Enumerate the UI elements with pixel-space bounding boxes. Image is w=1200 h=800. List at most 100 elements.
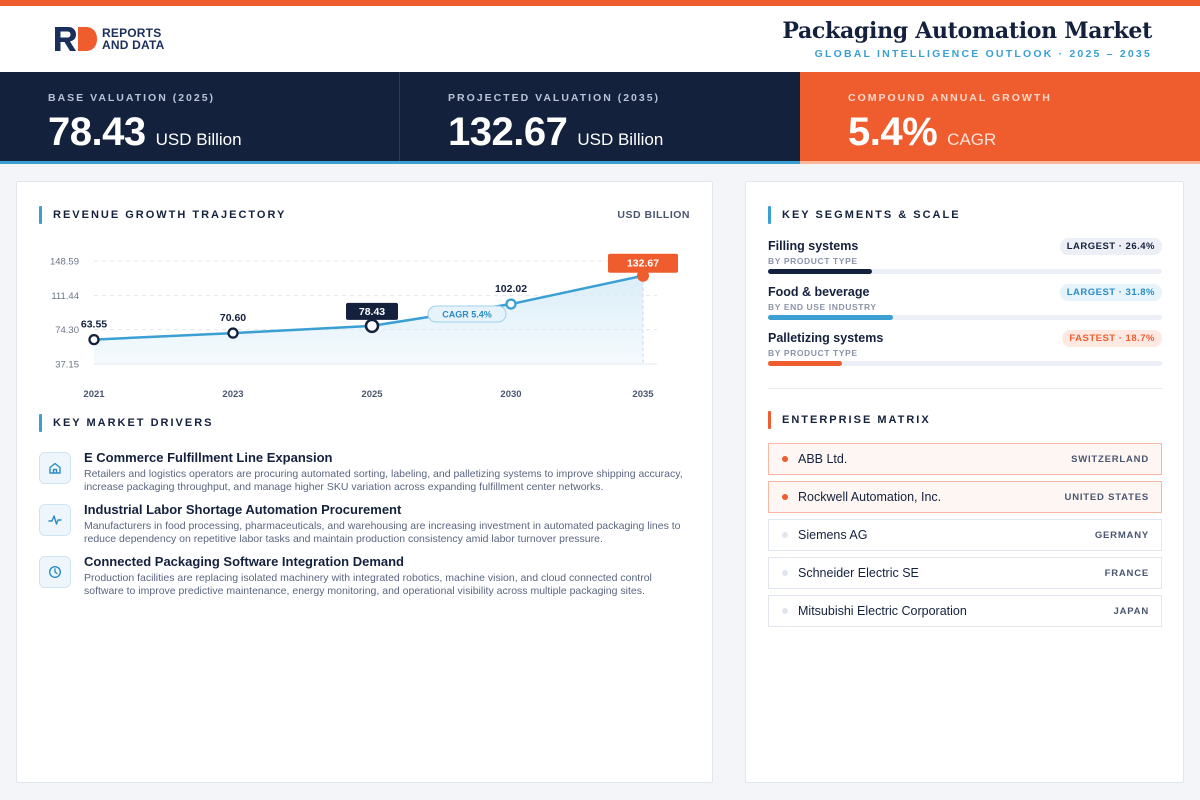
- segment-share-fill: [768, 361, 842, 366]
- segment-share-track: [768, 315, 1162, 320]
- segment-badge: LARGEST · 26.4%: [1059, 238, 1162, 255]
- segment-name: Filling systems: [768, 239, 859, 253]
- drivers-heading: KEY MARKET DRIVERS: [39, 414, 213, 432]
- company-name: ABB Ltd.: [798, 452, 848, 466]
- kpi-value: 5.4%: [848, 110, 938, 154]
- kpi-value: 78.43: [48, 110, 146, 154]
- kpi-base-valuation: BASE VALUATION (2025) 78.43 USD Billion: [0, 72, 400, 164]
- y-tick-label: 111.44: [51, 291, 79, 302]
- company-row: Mitsubishi Electric Corporation JAPAN: [768, 595, 1162, 627]
- driver-item: E Commerce Fulfillment Line Expansion Re…: [39, 450, 689, 502]
- company-name: Mitsubishi Electric Corporation: [798, 604, 967, 618]
- company-name: Schneider Electric SE: [798, 566, 919, 580]
- data-label-box: [608, 253, 678, 273]
- data-label: 132.67: [627, 258, 659, 270]
- x-tick-label: 2030: [500, 389, 521, 400]
- y-tick-label: 148.59: [50, 257, 79, 268]
- kpi-cagr: COMPOUND ANNUAL GROWTH 5.4% CAGR: [800, 72, 1200, 164]
- header: REPORTS AND DATA Packaging Automation Ma…: [0, 6, 1200, 72]
- data-point: [637, 269, 649, 282]
- kpi-value: 132.67: [448, 110, 568, 154]
- company-country: FRANCE: [1104, 568, 1149, 579]
- segment-name: Palletizing systems: [768, 331, 884, 345]
- cagr-pill: [427, 305, 507, 323]
- logo-mark-icon: [55, 27, 97, 51]
- company-row: Schneider Electric SE FRANCE: [768, 557, 1162, 589]
- section-divider: [768, 388, 1162, 389]
- area-fill: [94, 275, 643, 364]
- page-subtitle: GLOBAL INTELLIGENCE OUTLOOK · 2025 – 203…: [814, 48, 1152, 60]
- segment-category: BY PRODUCT TYPE: [768, 348, 858, 358]
- segment-name: Food & beverage: [768, 285, 870, 299]
- x-tick-label: 2021: [83, 389, 105, 400]
- company-row: Siemens AG GERMANY: [768, 519, 1162, 551]
- clock-icon: [39, 556, 71, 588]
- cagr-pill-label: CAGR 5.4%: [442, 310, 492, 320]
- segment-category: BY PRODUCT TYPE: [768, 256, 858, 266]
- y-tick-label: 74.30: [55, 325, 79, 336]
- page-title: Packaging Automation Market: [782, 18, 1152, 44]
- data-point: [364, 318, 380, 334]
- segment-category: BY END USE INDUSTRY: [768, 302, 877, 312]
- brand-logo: REPORTS AND DATA: [54, 26, 164, 52]
- segment-item: Food & beverage BY END USE INDUSTRY LARG…: [768, 284, 1162, 331]
- data-label: 102.02: [495, 283, 527, 295]
- segments-list: Filling systems BY PRODUCT TYPE LARGEST …: [768, 238, 1162, 377]
- segment-share-track: [768, 269, 1162, 274]
- logo-wordmark: REPORTS AND DATA: [102, 27, 164, 51]
- kpi-projected-valuation: PROJECTED VALUATION (2035) 132.67 USD Bi…: [400, 72, 800, 164]
- trajectory-title: REVENUE GROWTH TRAJECTORY: [53, 209, 287, 221]
- trajectory-card: REVENUE GROWTH TRAJECTORY USD BILLION 14…: [16, 181, 713, 783]
- drivers-title: KEY MARKET DRIVERS: [53, 417, 214, 429]
- data-point: [505, 298, 517, 310]
- company-row: ABB Ltd. SWITZERLAND: [768, 443, 1162, 475]
- company-name: Rockwell Automation, Inc.: [798, 490, 942, 504]
- matrix-title: ENTERPRISE MATRIX: [782, 414, 931, 426]
- status-dot-icon: [782, 608, 788, 614]
- data-label: 63.55: [81, 319, 107, 331]
- segment-badge: LARGEST · 31.8%: [1059, 284, 1162, 301]
- kpi-label: PROJECTED VALUATION (2035): [448, 92, 661, 104]
- kpi-label: BASE VALUATION (2025): [48, 92, 216, 104]
- data-label: 78.43: [359, 306, 385, 318]
- segments-title: KEY SEGMENTS & SCALE: [782, 209, 961, 221]
- kpi-unit: USD Billion: [577, 130, 664, 149]
- logo-line-1: REPORTS: [102, 26, 162, 40]
- driver-description: Retailers and logistics operators are pr…: [84, 468, 683, 493]
- driver-title: Industrial Labor Shortage Automation Pro…: [84, 502, 402, 517]
- matrix-heading: ENTERPRISE MATRIX: [768, 411, 931, 429]
- chart-unit-label: USD BILLION: [617, 209, 690, 221]
- data-label: 70.60: [220, 312, 246, 324]
- kpi-unit: USD Billion: [155, 130, 242, 149]
- enterprise-matrix: ABB Ltd. SWITZERLAND Rockwell Automation…: [768, 443, 1162, 633]
- kpi-strip: BASE VALUATION (2025) 78.43 USD Billion …: [0, 72, 1200, 164]
- driver-description: Manufacturers in food processing, pharma…: [84, 520, 681, 545]
- revenue-chart: 148.59 111.44 74.30 37.15 CAGR 5.4% 63.55 2021…: [50, 253, 678, 400]
- kpi-unit: CAGR: [947, 130, 997, 149]
- logo-line-2: AND DATA: [102, 38, 165, 52]
- driver-title: Connected Packaging Software Integration…: [84, 554, 404, 569]
- segment-share-fill: [768, 269, 872, 274]
- company-country: GERMANY: [1094, 530, 1149, 541]
- x-tick-label: 2025: [361, 389, 383, 400]
- status-dot-icon: [782, 532, 788, 538]
- segments-heading: KEY SEGMENTS & SCALE: [768, 206, 961, 224]
- status-dot-icon: [782, 570, 788, 576]
- trajectory-heading: REVENUE GROWTH TRAJECTORY: [39, 206, 286, 224]
- y-tick-label: 37.15: [55, 360, 79, 371]
- activity-icon: [39, 504, 71, 536]
- status-dot-icon: [782, 456, 788, 462]
- data-point: [227, 327, 239, 339]
- segment-badge: FASTEST · 18.7%: [1062, 330, 1162, 347]
- title-block: Packaging Automation Market GLOBAL INTEL…: [782, 18, 1152, 60]
- data-point: [88, 333, 100, 346]
- company-country: UNITED STATES: [1064, 492, 1149, 503]
- home-icon: [39, 452, 71, 484]
- segments-card: KEY SEGMENTS & SCALE Filling systems BY …: [745, 181, 1184, 783]
- driver-title: E Commerce Fulfillment Line Expansion: [84, 450, 333, 465]
- drivers-list: E Commerce Fulfillment Line Expansion Re…: [39, 450, 689, 606]
- segment-item: Filling systems BY PRODUCT TYPE LARGEST …: [768, 238, 1162, 285]
- company-name: Siemens AG: [798, 528, 868, 542]
- top-accent-bar: [0, 0, 1200, 6]
- driver-item: Industrial Labor Shortage Automation Pro…: [39, 502, 689, 554]
